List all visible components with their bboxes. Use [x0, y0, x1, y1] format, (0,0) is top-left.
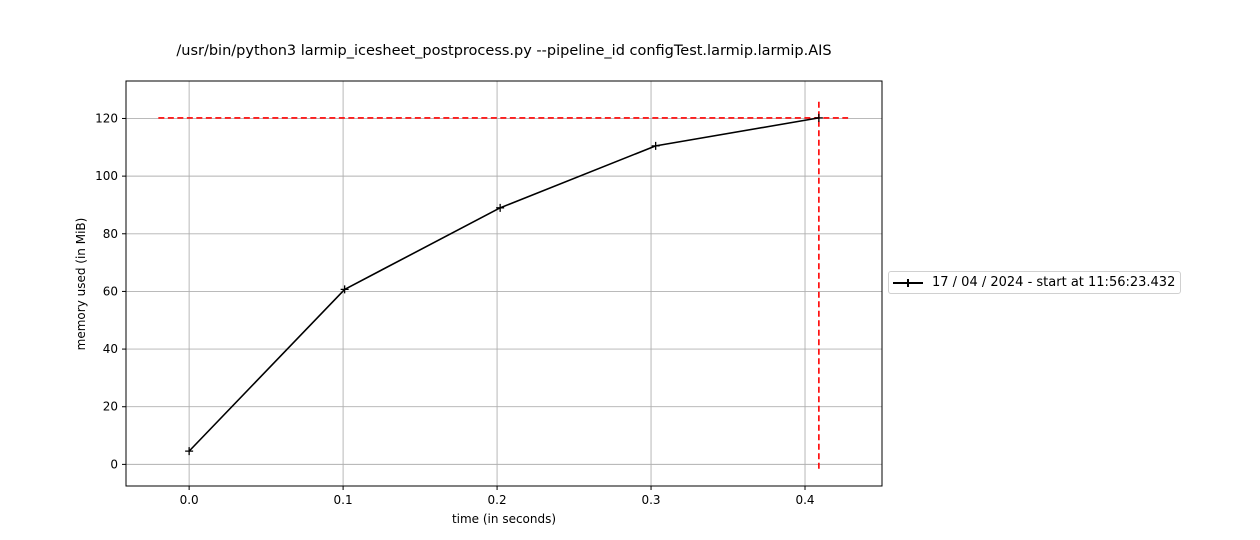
data-point-marker: [651, 141, 660, 150]
y-tick-label: 20: [103, 400, 118, 414]
y-axis-label: memory used (in MiB): [74, 218, 88, 351]
y-tick-label: 40: [103, 342, 118, 356]
y-tick-label: 80: [103, 227, 118, 241]
plot-area-frame: [125, 80, 883, 487]
x-tick-label: 0.0: [180, 493, 199, 507]
data-point-marker: [185, 447, 194, 456]
data-point-marker: [814, 113, 823, 122]
y-tick-label: 60: [103, 284, 118, 298]
data-point-marker: [496, 203, 505, 212]
data-point-marker: [340, 285, 349, 294]
x-tick-label: 0.1: [334, 493, 353, 507]
legend-line-marker-icon: [893, 277, 923, 289]
x-axis-ticks: 0.0 0.1 0.2 0.3 0.4: [180, 486, 815, 507]
x-tick-label: 0.4: [795, 493, 814, 507]
reference-lines: [158, 100, 849, 469]
series-line: [188, 117, 820, 452]
x-tick-label: 0.3: [641, 493, 660, 507]
y-tick-label: 120: [95, 111, 118, 125]
grid-lines: [126, 81, 882, 486]
y-tick-label: 0: [110, 457, 118, 471]
y-tick-label: 100: [95, 169, 118, 183]
legend-label: 17 / 04 / 2024 - start at 11:56:23.432: [932, 275, 1176, 290]
chart-title: /usr/bin/python3 larmip_icesheet_postpro…: [176, 43, 831, 59]
legend: 17 / 04 / 2024 - start at 11:56:23.432: [888, 271, 1182, 294]
x-axis-label: time (in seconds): [452, 512, 556, 526]
series-layer: [185, 113, 823, 456]
x-tick-label: 0.2: [488, 493, 507, 507]
y-axis-ticks: 0 20 40 60 80 100 120: [95, 111, 126, 471]
